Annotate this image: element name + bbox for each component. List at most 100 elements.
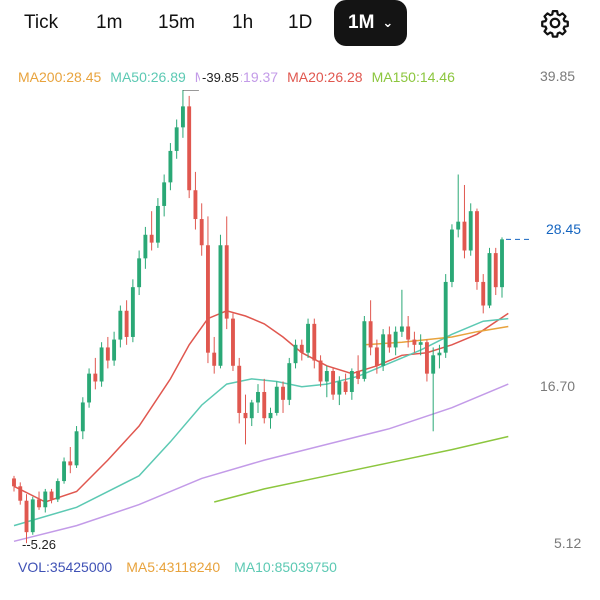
- candle-body: [74, 431, 79, 466]
- candle-body: [356, 371, 361, 379]
- ma200-value: MA200:28.45: [18, 69, 102, 85]
- candle: [349, 368, 354, 400]
- candle-body: [155, 205, 160, 243]
- candle-body: [243, 412, 248, 419]
- candle-body: [324, 371, 329, 382]
- tab-1h[interactable]: 1h: [232, 12, 254, 33]
- candle-body: [256, 391, 260, 403]
- candle: [218, 234, 223, 369]
- candle-body: [393, 331, 398, 348]
- candle-body: [87, 373, 92, 403]
- volume-value: VOL:35425000: [18, 559, 113, 575]
- current-price-label: 28.45: [546, 221, 582, 237]
- candle-body: [456, 221, 461, 230]
- candle: [424, 339, 429, 382]
- candle-body: [262, 391, 267, 419]
- candle-body: [12, 478, 16, 487]
- candle-body: [437, 352, 442, 356]
- candle: [24, 494, 29, 544]
- candle-body: [24, 500, 29, 533]
- candle: [18, 482, 23, 505]
- ma150-value: MA150:14.46: [371, 69, 455, 85]
- candle: [43, 488, 48, 513]
- candle: [55, 478, 60, 503]
- candle: [399, 289, 404, 337]
- candle: [481, 274, 486, 314]
- tab-1m[interactable]: 1m: [96, 12, 123, 33]
- candle-body: [487, 253, 492, 306]
- moving-average-legend: MA200:28.45MA50:26.89MA100:19.37MA20:26.…: [18, 69, 464, 85]
- candle: [187, 95, 192, 199]
- candle: [412, 331, 417, 353]
- candle-body: [462, 221, 467, 251]
- candle-body: [493, 253, 498, 288]
- candle-body: [43, 491, 48, 508]
- candle: [487, 247, 492, 309]
- candle: [343, 373, 348, 395]
- candle: [406, 315, 411, 348]
- volume-ma5: MA5:43118240: [126, 559, 221, 575]
- candle-body: [287, 363, 292, 400]
- candle: [381, 329, 386, 372]
- candle-body: [406, 326, 411, 340]
- candle: [149, 211, 154, 251]
- price-axis-top: 39.85: [540, 68, 576, 84]
- candle-body: [318, 360, 323, 382]
- candle-body: [99, 347, 104, 382]
- candle-body: [500, 239, 504, 288]
- candle-body: [481, 281, 486, 306]
- candle: [174, 119, 179, 159]
- candle: [337, 376, 342, 406]
- candle-body: [118, 310, 123, 340]
- candle: [237, 357, 242, 424]
- candle: [437, 344, 442, 369]
- candle-body: [424, 342, 429, 374]
- candle: [324, 365, 329, 398]
- candle: [293, 339, 298, 369]
- candle: [462, 184, 467, 259]
- candle: [500, 237, 504, 298]
- candle-body: [475, 211, 479, 282]
- candle: [374, 339, 379, 374]
- candle: [356, 355, 361, 385]
- candle-body: [349, 371, 354, 392]
- candle: [431, 347, 436, 432]
- candle: [143, 226, 148, 269]
- candle-body: [199, 219, 204, 246]
- candle: [318, 355, 323, 387]
- candle-body: [237, 365, 242, 413]
- candle: [93, 357, 98, 390]
- candlestick-chart[interactable]: [0, 90, 530, 555]
- candle: [199, 203, 204, 256]
- candle: [12, 475, 16, 492]
- candle-body: [387, 334, 392, 348]
- ma20-value: MA20:26.28: [287, 69, 363, 85]
- low-price-label: --5.26: [22, 537, 56, 552]
- candle-body: [137, 258, 142, 288]
- candle-body: [337, 381, 342, 395]
- candle-body: [362, 321, 367, 379]
- timeframe-bar: Tick 1m 15m 1h 1D 1M ⌄: [0, 0, 600, 46]
- gear-icon[interactable]: [540, 8, 570, 38]
- tab-15m[interactable]: 15m: [158, 12, 195, 33]
- price-axis-mid: 16.70: [540, 378, 576, 394]
- candle: [262, 378, 267, 424]
- candle-body: [224, 245, 229, 319]
- candle: [456, 174, 461, 238]
- tab-1M-dropdown[interactable]: 1M ⌄: [334, 0, 408, 46]
- tab-tick[interactable]: Tick: [24, 12, 59, 33]
- candle-body: [281, 386, 285, 400]
- candle: [475, 208, 479, 290]
- candle: [30, 496, 35, 535]
- candle: [281, 381, 285, 413]
- candle-body: [343, 381, 348, 392]
- candle: [493, 247, 498, 296]
- volume-legend: VOL:35425000 MA5:43118240 MA10:85039750: [18, 559, 351, 575]
- candle: [137, 250, 142, 296]
- candle: [62, 457, 66, 484]
- candle-body: [374, 347, 379, 366]
- candle: [224, 216, 229, 330]
- candle-body: [124, 310, 129, 337]
- tab-1d[interactable]: 1D: [288, 12, 313, 33]
- ma50-value: MA50:26.89: [110, 69, 186, 85]
